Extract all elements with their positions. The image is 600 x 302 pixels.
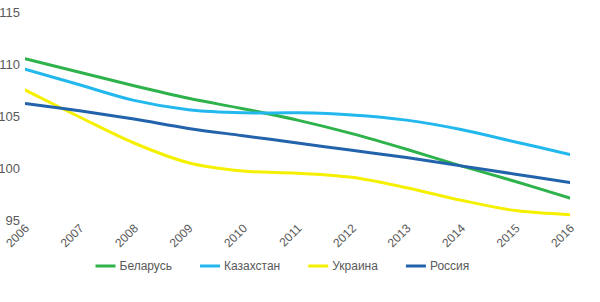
legend-label: Россия (430, 259, 469, 273)
legend-swatch (406, 265, 426, 268)
y-tick-label: 115 (0, 5, 20, 20)
series-line (25, 59, 570, 198)
x-tick-label: 2013 (385, 221, 414, 250)
legend-label: Беларусь (120, 259, 172, 273)
x-tick-label: 2010 (221, 221, 250, 250)
x-tick-label: 2016 (548, 221, 577, 250)
y-tick-label: 110 (0, 57, 20, 72)
x-tick-label: 2008 (112, 221, 141, 250)
chart: 9510010511011520062007200820092010201120… (0, 0, 600, 302)
plot-area (25, 59, 570, 215)
x-tick-label: 2014 (439, 221, 468, 250)
x-tick-label: 2015 (494, 221, 523, 250)
legend-swatch (200, 265, 220, 268)
legend-label: Украина (332, 259, 378, 273)
x-tick-label: 2011 (276, 221, 304, 249)
legend: Беларусь Казахстан Украина Россия (96, 259, 470, 273)
y-tick-label: 105 (0, 109, 20, 124)
legend-swatch (96, 265, 116, 268)
legend-swatch (308, 265, 328, 268)
y-tick-label: 100 (0, 161, 20, 176)
x-tick-label: 2006 (3, 221, 32, 250)
x-tick-label: 2009 (167, 221, 196, 250)
x-tick-label: 2012 (330, 221, 359, 250)
series-line (25, 90, 570, 215)
x-tick-label: 2007 (58, 221, 87, 250)
legend-label: Казахстан (224, 259, 280, 273)
series-line (25, 103, 570, 182)
